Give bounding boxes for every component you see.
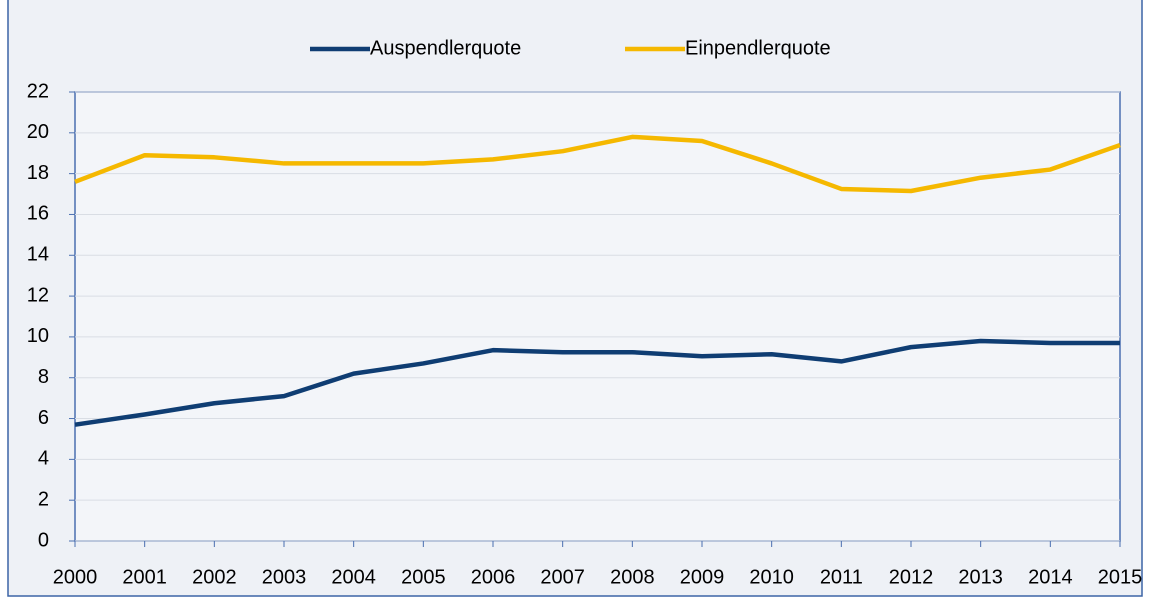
y-tick-label: 16 [27,203,49,225]
y-tick-label: 10 [27,325,49,347]
legend-label: Einpendlerquote [685,37,831,59]
x-tick-label: 2000 [53,566,98,588]
plot-area [74,91,1121,542]
x-tick-label: 2007 [540,566,585,588]
x-tick-label: 2004 [331,566,376,588]
series-line [74,338,1120,427]
x-tick-label: 2010 [749,566,794,588]
y-tick-label: 8 [38,366,49,388]
x-tick-label: 2009 [680,566,725,588]
y-tick-label: 4 [38,448,49,470]
x-tick-label: 2002 [192,566,237,588]
y-tick-label: 2 [38,488,49,510]
x-tick-label: 2008 [610,566,655,588]
x-tick-label: 2005 [401,566,446,588]
x-tick-label: 2001 [122,566,167,588]
y-tick-label: 14 [27,244,49,266]
y-tick-label: 20 [27,121,49,143]
x-tick-label: 2015 [1098,566,1143,588]
x-tick-label: 2006 [471,566,516,588]
x-tick-label: 2011 [820,566,863,588]
x-tick-label: 2014 [1028,566,1073,588]
x-tick-label: 2013 [958,566,1003,588]
y-tick-label: 18 [27,162,49,184]
x-tick-label: 2003 [262,566,307,588]
y-tick-label: 12 [27,284,49,306]
y-tick-label: 6 [38,407,49,429]
y-tick-label: 0 [38,529,49,551]
y-tick-label: 22 [27,80,49,102]
x-tick-label: 2012 [889,566,934,588]
legend-label: Auspendlerquote [370,37,521,59]
series-line [74,134,1121,194]
